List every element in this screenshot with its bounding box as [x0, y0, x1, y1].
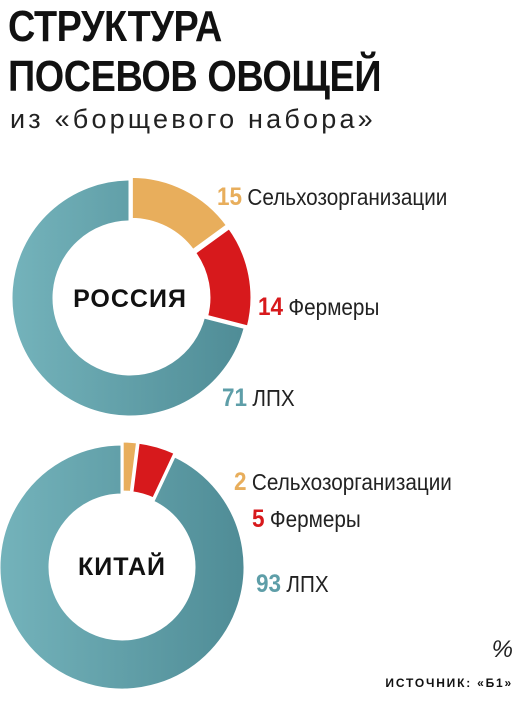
donut-center-label-china: КИТАЙ: [78, 551, 166, 581]
title-line-2: ПОСЕВОВ ОВОЩЕЙ: [8, 52, 382, 101]
donut-slice-russia-farmers: [192, 225, 254, 329]
page-title: СТРУКТУРА ПОСЕВОВ ОВОЩЕЙ: [8, 2, 382, 102]
value-china-farmers: 5: [252, 505, 265, 533]
category-russia-agro: Сельхозорганизации: [247, 184, 448, 210]
donut-center-label-russia: РОССИЯ: [73, 285, 187, 313]
value-china-agro: 2: [234, 468, 247, 496]
source-note: ИСТОЧНИК: «Б1»: [385, 676, 513, 690]
donut-slice-russia-agro: [129, 174, 230, 253]
category-china-households: ЛПХ: [286, 571, 329, 597]
page-subtitle: из «борщевого набора»: [10, 104, 376, 134]
label-china-households: 93 ЛПХ: [256, 570, 329, 599]
label-russia-households: 71 ЛПХ: [222, 384, 295, 413]
category-russia-farmers: Фермеры: [288, 294, 380, 320]
value-russia-farmers: 14: [258, 293, 284, 321]
donut-slice-china-households: [0, 442, 247, 692]
category-china-agro: Сельхозорганизации: [251, 469, 452, 495]
label-russia-agro: 15 Сельхозорганизации: [217, 183, 447, 212]
value-china-households: 93: [256, 570, 282, 598]
donut-slice-russia-households: [9, 177, 248, 419]
label-china-agro: 2 Сельхозорганизации: [234, 468, 452, 497]
label-china-farmers: 5 Фермеры: [252, 505, 361, 534]
category-russia-households: ЛПХ: [252, 385, 295, 411]
title-line-1: СТРУКТУРА: [8, 2, 222, 51]
value-russia-agro: 15: [217, 183, 243, 211]
category-china-farmers: Фермеры: [269, 506, 361, 532]
unit-label: %: [491, 636, 513, 663]
label-russia-farmers: 14 Фермеры: [258, 293, 379, 322]
value-russia-households: 71: [222, 384, 248, 412]
